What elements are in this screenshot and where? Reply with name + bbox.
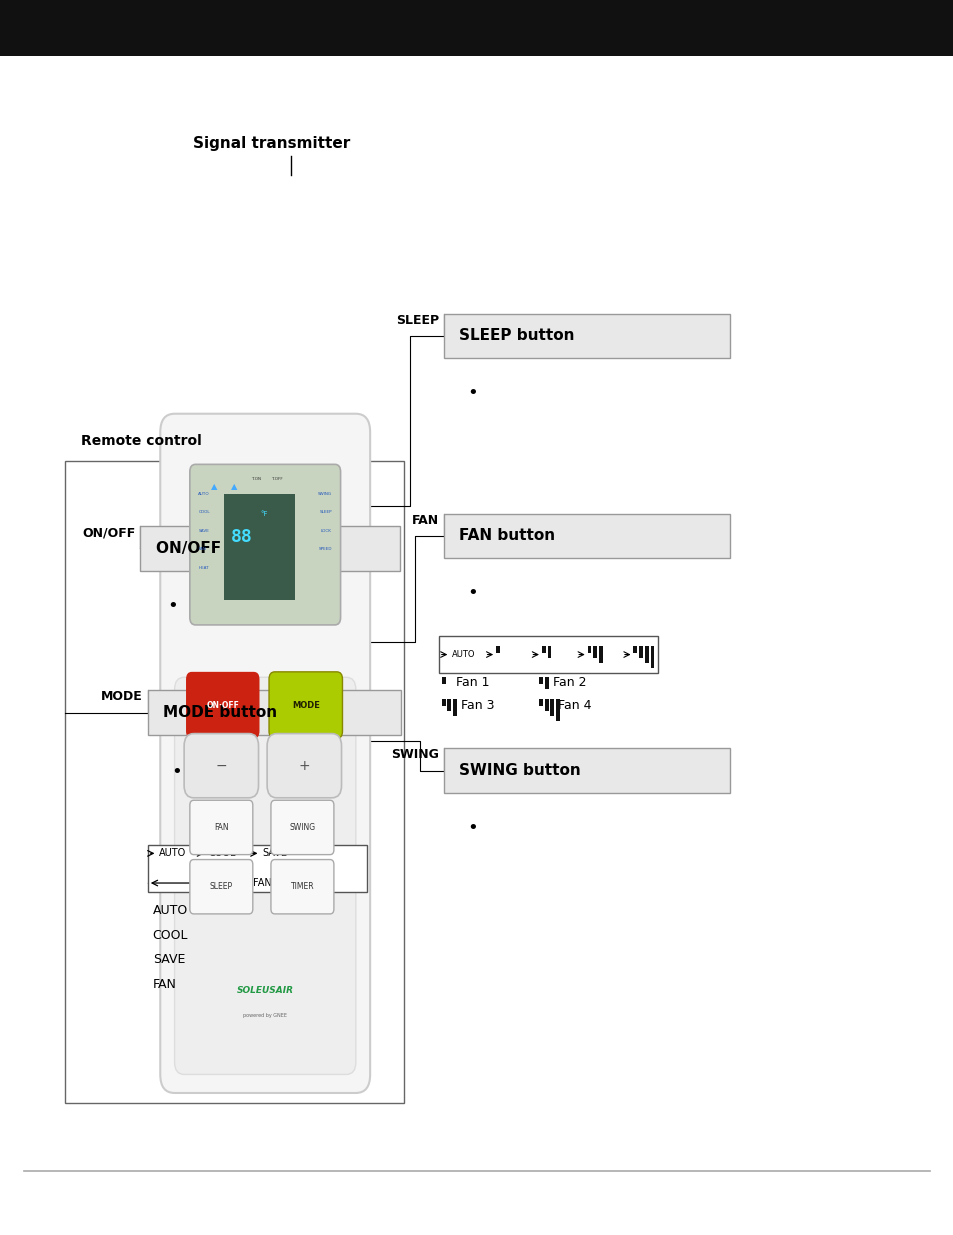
Text: ▲: ▲	[212, 482, 217, 490]
Text: HEAT: HEAT	[198, 566, 209, 569]
Text: MODE: MODE	[292, 700, 319, 710]
Bar	[443, 748, 729, 793]
Bar	[496, 646, 499, 653]
Text: COOL: COOL	[198, 510, 210, 514]
Bar	[538, 677, 542, 684]
Text: SAVE: SAVE	[262, 848, 287, 858]
Bar	[438, 636, 658, 673]
Text: Fan 4: Fan 4	[558, 699, 591, 711]
Text: FAN: FAN	[412, 514, 438, 527]
Bar	[598, 646, 602, 663]
Text: FAN: FAN	[152, 978, 176, 992]
Bar	[544, 699, 548, 711]
Bar	[547, 646, 551, 658]
Text: SAVE: SAVE	[152, 953, 185, 967]
Bar	[453, 699, 456, 716]
FancyBboxPatch shape	[160, 414, 370, 1093]
Bar	[639, 646, 642, 658]
Bar	[556, 699, 559, 721]
Bar	[224, 494, 294, 600]
Bar	[65, 461, 403, 1103]
Text: FAN: FAN	[253, 878, 272, 888]
Bar	[148, 845, 367, 892]
FancyBboxPatch shape	[190, 860, 253, 914]
Bar	[541, 646, 545, 653]
Text: COOL: COOL	[152, 929, 188, 942]
Text: AUTO: AUTO	[152, 904, 188, 918]
Text: SLEEP: SLEEP	[395, 314, 438, 327]
Text: +: +	[298, 758, 310, 773]
Text: FAN button: FAN button	[458, 529, 555, 543]
Text: •: •	[467, 819, 477, 837]
Text: SWING: SWING	[391, 748, 438, 762]
Text: Fan 1: Fan 1	[456, 677, 489, 689]
Text: Fan 3: Fan 3	[460, 699, 494, 711]
Bar	[593, 646, 597, 658]
Text: LOCK: LOCK	[321, 529, 332, 532]
Text: SPEED: SPEED	[318, 547, 332, 551]
Bar	[550, 699, 554, 716]
Text: T-OFF: T-OFF	[271, 477, 282, 480]
Text: AUTO: AUTO	[452, 650, 476, 659]
Bar	[544, 677, 548, 689]
Text: ▲: ▲	[231, 482, 236, 490]
Text: Remote control: Remote control	[81, 435, 202, 448]
Text: SAVE: SAVE	[198, 529, 209, 532]
FancyBboxPatch shape	[184, 734, 258, 798]
Bar	[140, 526, 399, 571]
Text: T-ON: T-ON	[251, 477, 260, 480]
Bar	[441, 699, 445, 706]
Text: SLEEP: SLEEP	[319, 510, 332, 514]
Text: 88: 88	[231, 529, 252, 546]
Text: ON·OFF: ON·OFF	[206, 700, 239, 710]
Bar	[644, 646, 648, 663]
FancyBboxPatch shape	[271, 860, 334, 914]
Text: SWING: SWING	[289, 823, 315, 832]
Bar	[0, 0, 953, 56]
Text: powered by GNEE: powered by GNEE	[243, 1013, 287, 1018]
Bar	[148, 690, 400, 735]
Text: ON/OFF button: ON/OFF button	[155, 541, 283, 556]
FancyBboxPatch shape	[186, 672, 259, 739]
FancyBboxPatch shape	[190, 800, 253, 855]
Text: SLEEP button: SLEEP button	[458, 329, 574, 343]
Text: AUTO: AUTO	[159, 848, 187, 858]
Text: Fan 2: Fan 2	[553, 677, 586, 689]
Text: FAN: FAN	[198, 547, 206, 551]
FancyBboxPatch shape	[269, 672, 342, 739]
FancyBboxPatch shape	[190, 464, 340, 625]
Bar	[441, 677, 445, 684]
Bar	[443, 514, 729, 558]
Text: MODE button: MODE button	[163, 705, 277, 720]
Bar	[633, 646, 637, 653]
FancyBboxPatch shape	[174, 677, 355, 1074]
Text: •: •	[167, 597, 177, 615]
Text: TIMER: TIMER	[291, 882, 314, 892]
FancyBboxPatch shape	[271, 800, 334, 855]
Text: •: •	[467, 384, 477, 403]
Text: FAN: FAN	[213, 823, 229, 832]
Text: MODE: MODE	[101, 690, 143, 704]
Bar	[538, 699, 542, 706]
Bar	[650, 646, 654, 668]
Text: °F: °F	[260, 511, 268, 517]
Text: SWING: SWING	[317, 492, 332, 495]
Text: SLEEP: SLEEP	[210, 882, 233, 892]
Text: •: •	[467, 584, 477, 603]
Text: •: •	[172, 763, 182, 782]
Text: Signal transmitter: Signal transmitter	[193, 136, 350, 151]
FancyBboxPatch shape	[267, 734, 341, 798]
Text: −: −	[215, 758, 227, 773]
Bar	[447, 699, 451, 711]
Text: COOL: COOL	[209, 848, 236, 858]
Text: ON/OFF: ON/OFF	[82, 526, 135, 540]
Bar	[587, 646, 591, 653]
Bar	[443, 314, 729, 358]
Text: SWING button: SWING button	[458, 763, 580, 778]
Text: SOLEUSAIR: SOLEUSAIR	[236, 986, 294, 995]
Text: AUTO: AUTO	[198, 492, 210, 495]
